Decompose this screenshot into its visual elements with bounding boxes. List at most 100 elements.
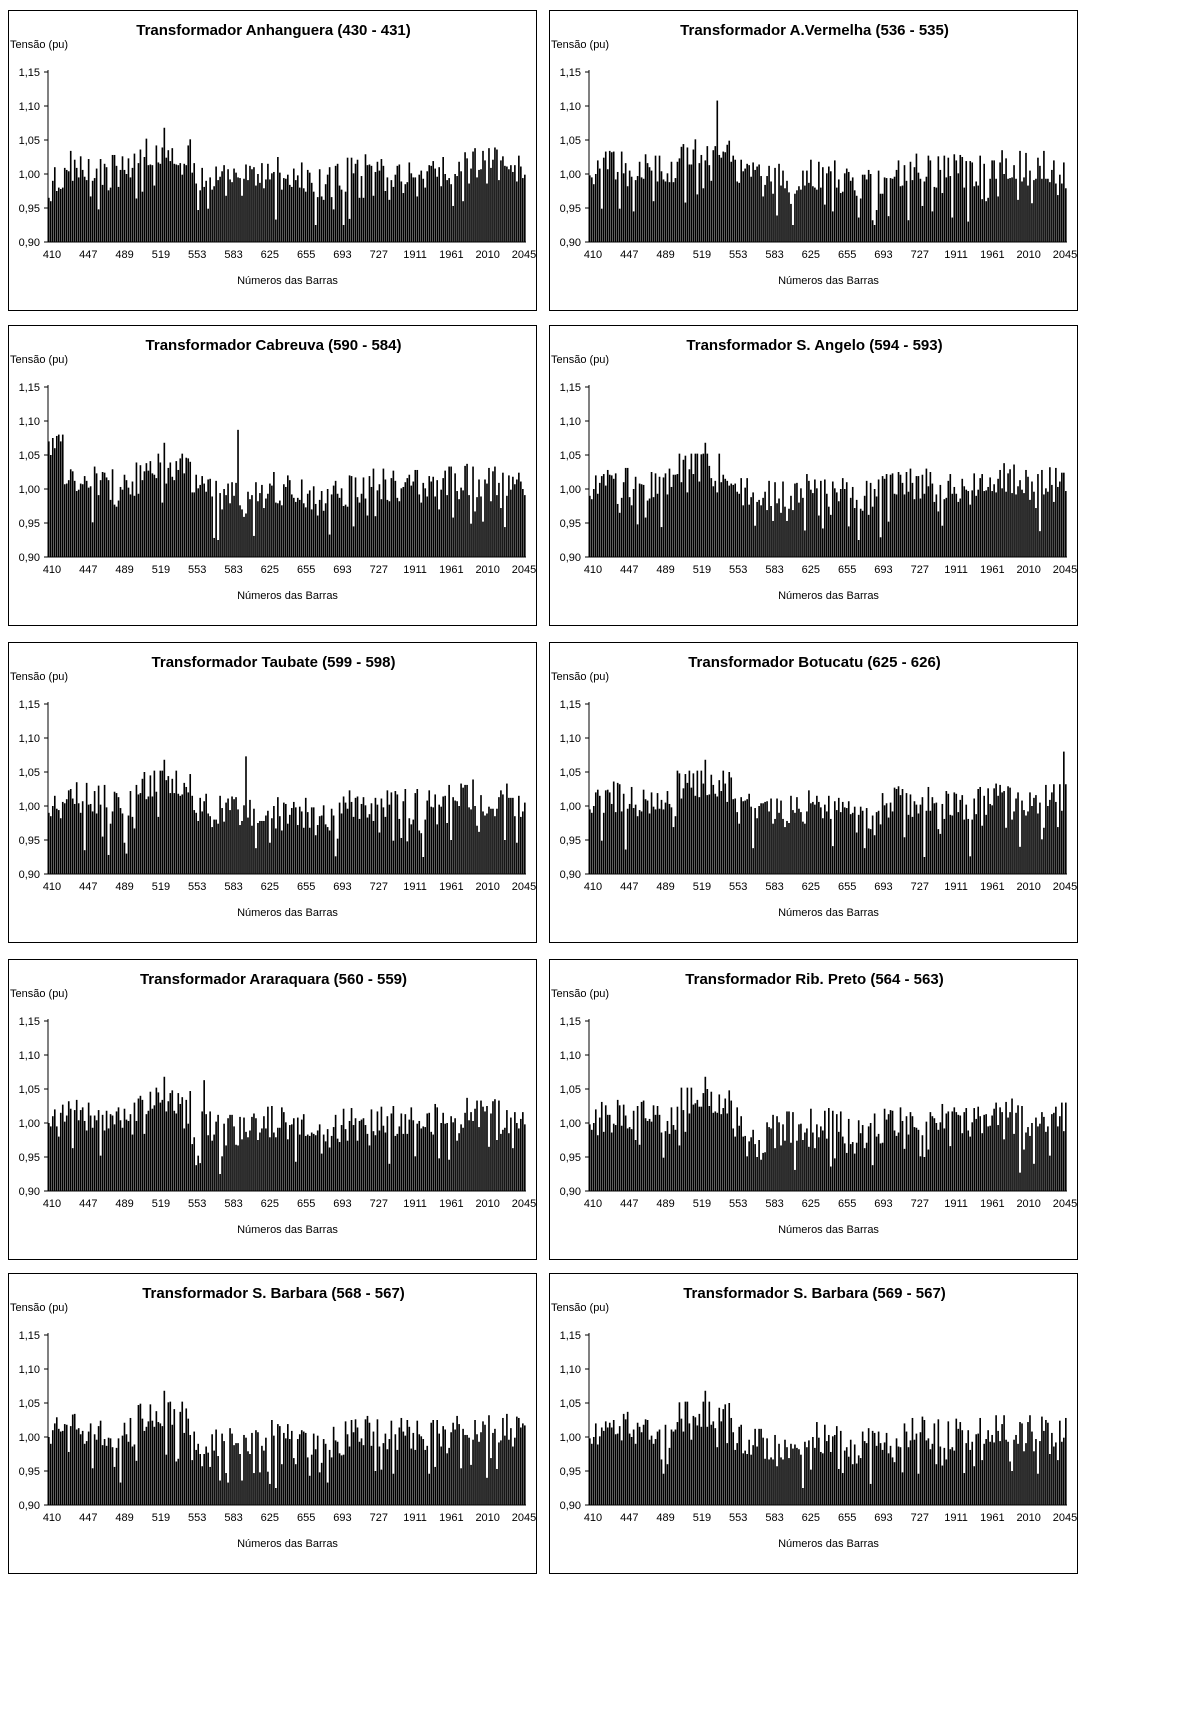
bar xyxy=(187,458,190,557)
bar xyxy=(887,521,890,557)
bar xyxy=(945,791,948,874)
bar xyxy=(265,498,267,557)
bar xyxy=(404,482,407,557)
bar xyxy=(602,1430,605,1505)
bar xyxy=(620,1440,623,1505)
bar xyxy=(816,488,818,557)
bar xyxy=(412,481,415,557)
bar xyxy=(436,824,439,874)
bar xyxy=(1053,501,1055,557)
bar xyxy=(75,782,78,874)
bar xyxy=(883,1442,886,1505)
bar xyxy=(837,1468,840,1505)
x-tick-label: 2045 xyxy=(512,1198,536,1210)
bar xyxy=(169,793,172,874)
bar xyxy=(318,816,321,874)
bar xyxy=(656,181,659,242)
bar xyxy=(48,1437,50,1505)
bar xyxy=(281,1464,283,1505)
bar xyxy=(73,1413,76,1505)
bar xyxy=(360,176,363,242)
bar xyxy=(474,511,476,557)
bar xyxy=(500,790,502,874)
bar xyxy=(119,1482,122,1505)
bar xyxy=(225,1473,227,1505)
bar xyxy=(931,797,934,874)
bar xyxy=(762,497,764,557)
bar xyxy=(818,1137,820,1191)
bar xyxy=(833,488,836,557)
y-tick-label: 0,90 xyxy=(19,552,40,564)
bar xyxy=(812,1132,814,1191)
bar xyxy=(326,489,329,557)
bar xyxy=(997,1125,999,1191)
bar xyxy=(594,174,597,242)
bar xyxy=(638,483,641,557)
bar xyxy=(664,1131,667,1191)
bar xyxy=(1017,486,1019,557)
bar xyxy=(598,1117,601,1191)
bar xyxy=(245,756,247,874)
bar xyxy=(1013,165,1015,242)
bar xyxy=(826,173,828,242)
bar xyxy=(1037,474,1039,557)
bar xyxy=(247,817,249,874)
bar xyxy=(77,177,80,242)
bar xyxy=(243,178,245,242)
bar xyxy=(279,1426,281,1505)
y-tick-label: 1,10 xyxy=(560,101,581,113)
bar xyxy=(408,1119,411,1191)
bar xyxy=(121,156,124,242)
bar xyxy=(292,1118,295,1191)
bar xyxy=(871,506,874,557)
bar xyxy=(209,478,211,557)
bar xyxy=(298,187,301,242)
bar xyxy=(434,1466,437,1505)
bar xyxy=(1055,1442,1057,1505)
bar xyxy=(241,1480,243,1505)
bar xyxy=(416,789,419,874)
bar xyxy=(867,514,870,557)
bar xyxy=(969,504,972,557)
bar xyxy=(466,158,468,242)
bar xyxy=(281,189,283,242)
bar xyxy=(326,1129,329,1191)
chart-panel: Transformador A.Vermelha (536 - 535) Tens… xyxy=(549,10,1078,311)
bar xyxy=(267,1106,269,1191)
bar xyxy=(197,1443,200,1505)
bar xyxy=(446,1123,448,1191)
bar xyxy=(1065,188,1067,242)
bar xyxy=(632,1110,635,1191)
bar xyxy=(133,1102,136,1191)
bar xyxy=(500,508,502,557)
bar xyxy=(364,1125,367,1191)
bar xyxy=(965,489,968,557)
bar xyxy=(728,1403,731,1505)
bar xyxy=(961,478,964,557)
bar xyxy=(877,810,880,874)
y-axis-label: Tensão (pu) xyxy=(10,354,68,366)
bar xyxy=(630,786,633,874)
bar xyxy=(794,193,796,242)
bar xyxy=(103,1130,106,1191)
bar xyxy=(756,501,758,557)
bar xyxy=(185,1099,188,1191)
bar xyxy=(788,192,790,242)
x-tick-label: 2010 xyxy=(1016,1198,1040,1210)
bar xyxy=(841,801,844,874)
bar xyxy=(1005,1101,1007,1191)
bar xyxy=(923,1420,926,1505)
bar xyxy=(618,208,621,242)
bar xyxy=(430,1131,433,1191)
bar xyxy=(57,1136,60,1191)
bar xyxy=(374,1135,377,1191)
bar xyxy=(422,482,425,557)
bar xyxy=(434,168,437,242)
bar xyxy=(616,1099,619,1191)
bar xyxy=(310,182,313,242)
bar xyxy=(253,167,255,242)
bar xyxy=(147,165,150,242)
bar xyxy=(714,793,717,874)
bar xyxy=(590,1443,593,1505)
bar xyxy=(426,496,429,557)
